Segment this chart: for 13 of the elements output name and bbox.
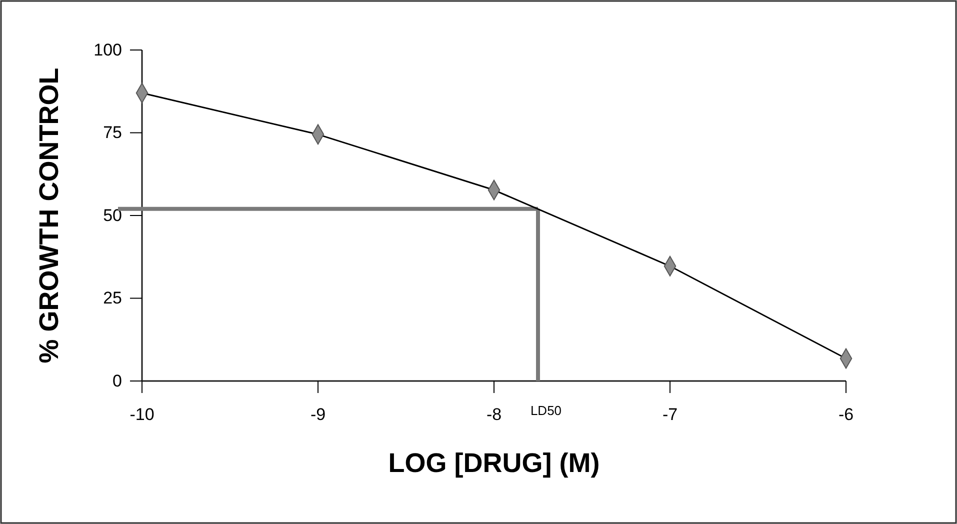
x-axis-title: LOG [DRUG] (M) <box>388 448 600 478</box>
y-tick-label: 100 <box>94 40 122 60</box>
x-tick-label: -10 <box>130 405 154 424</box>
x-tick-label: -8 <box>486 405 502 424</box>
y-tick-label: 50 <box>103 206 122 225</box>
ref-line-label: LD50 <box>530 403 562 418</box>
y-tick-label: 75 <box>103 123 122 142</box>
x-tick-label: -6 <box>838 405 854 424</box>
x-tick-label: -7 <box>662 405 678 424</box>
y-tick-label: 25 <box>103 288 122 308</box>
y-tick-label: 0 <box>112 371 122 390</box>
x-tick-label: -9 <box>310 405 326 424</box>
y-axis-title: % GROWTH CONTROL <box>34 68 64 364</box>
